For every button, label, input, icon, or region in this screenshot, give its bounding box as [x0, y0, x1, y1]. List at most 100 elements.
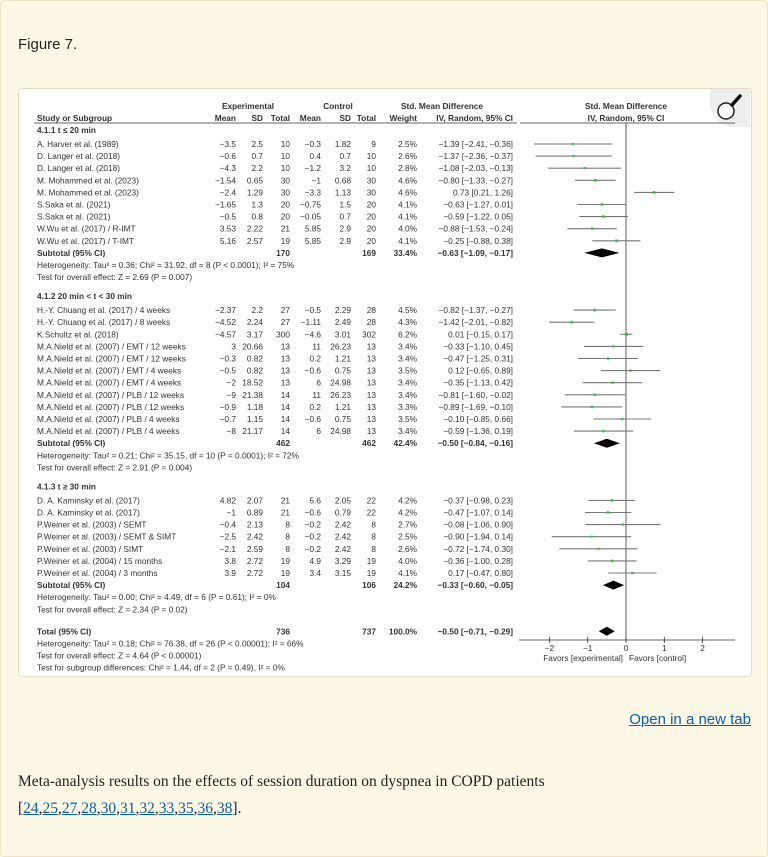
- total-ci: −0.50 [−0.71, −0.29]: [438, 626, 514, 636]
- effect-square: [652, 191, 656, 194]
- cell-em: −2.5: [220, 532, 237, 542]
- reference-link[interactable]: 24: [23, 800, 39, 817]
- cell-cm: 0.2: [309, 402, 321, 412]
- study-name: M.A.Nield et al. (2007) / EMT / 4 weeks: [37, 366, 181, 376]
- reference-link[interactable]: 30: [100, 800, 117, 817]
- cell-ct: 302: [362, 329, 376, 339]
- cell-weight: 4.0%: [398, 224, 418, 234]
- cell-esd: 3.17: [247, 329, 264, 339]
- cell-ct: 13: [367, 402, 377, 412]
- cell-ci: −0.82 [−1.37, −0.27]: [438, 305, 513, 315]
- cell-esd: 1.29: [247, 187, 264, 197]
- cell-weight: 2.5%: [398, 532, 418, 542]
- cell-et: 8: [285, 532, 290, 542]
- reference-link[interactable]: 38: [216, 800, 233, 817]
- effect-square: [621, 523, 625, 526]
- cell-em: 4.82: [220, 495, 237, 505]
- cell-csd: 3.2: [339, 163, 351, 173]
- header-mean: Mean: [300, 113, 321, 123]
- reference-links: 24,25,27,28,30,31,32,33,35,36,38: [23, 800, 233, 817]
- cell-em: 3.9: [224, 568, 236, 578]
- cell-em: −0.5: [220, 212, 237, 222]
- cell-et: 14: [281, 426, 291, 436]
- cell-cm: 5.85: [305, 224, 322, 234]
- cell-ct: 13: [367, 414, 377, 424]
- study-name: P.Weiner et al. (2003) / SEMT & SIMT: [37, 532, 176, 542]
- cell-csd: 26.23: [330, 390, 351, 400]
- reference-link[interactable]: 35: [178, 800, 194, 817]
- enlarge-button[interactable]: [710, 89, 750, 127]
- cell-em: −0.4: [220, 520, 237, 530]
- effect-square: [606, 511, 610, 514]
- reference-link[interactable]: 25: [42, 800, 59, 817]
- cell-et: 13: [281, 378, 291, 388]
- cell-ci: 0.73 [0.21, 1.26]: [453, 187, 513, 197]
- cell-weight: 4.2%: [398, 508, 418, 518]
- cell-ci: −0.08 [−1.06, 0.90]: [443, 520, 513, 530]
- cell-csd: 3.01: [335, 329, 352, 339]
- cell-ci: −0.63 [−1.27, 0.01]: [443, 200, 513, 210]
- magnifier-icon: [717, 94, 742, 120]
- cell-weight: 4.2%: [398, 495, 418, 505]
- cell-cm: 0.2: [309, 354, 321, 364]
- cell-em: −2.4: [220, 187, 237, 197]
- reference-link[interactable]: 33: [158, 800, 175, 817]
- subtotal-weight: 24.2%: [393, 580, 417, 590]
- effect-square: [594, 178, 597, 182]
- cell-et: 13: [281, 366, 291, 376]
- cell-ct: 10: [367, 151, 377, 161]
- cell-csd: 1.5: [339, 200, 351, 210]
- cell-cm: −3.3: [305, 187, 322, 197]
- cell-weight: 3.4%: [398, 341, 418, 351]
- cell-em: −0.6: [220, 151, 237, 161]
- effect-square: [602, 429, 605, 433]
- cell-em: −4.3: [220, 163, 237, 173]
- subtotal-ctrl-total: 462: [362, 438, 376, 448]
- cell-ci: −0.36 [−1.00, 0.28]: [443, 556, 513, 566]
- reference-link[interactable]: 36: [197, 800, 214, 817]
- cell-et: 10: [281, 163, 291, 173]
- cell-ci: −0.89 [−1.69, −0.10]: [438, 402, 513, 412]
- cell-ct: 19: [367, 568, 377, 578]
- open-in-new-tab-link[interactable]: Open in a new tab: [629, 711, 751, 728]
- study-name: W.Wu et al. (2017) / R-IMT: [37, 224, 136, 234]
- study-name: D. A. Kaminsky et al. (2017): [37, 495, 140, 505]
- cell-ci: −0.47 [−1.25, 0.31]: [443, 354, 513, 364]
- cell-esd: 1.15: [247, 414, 264, 424]
- cell-ci: −0.80 [−1.33, −0.27]: [438, 175, 513, 185]
- header-total: Total: [357, 113, 376, 123]
- reference-link[interactable]: 27: [61, 800, 78, 817]
- reference-link[interactable]: 28: [81, 800, 97, 817]
- cell-weight: 3.4%: [398, 378, 418, 388]
- cell-weight: 3.3%: [398, 402, 418, 412]
- cell-et: 19: [281, 568, 291, 578]
- cell-ct: 13: [367, 354, 377, 364]
- cell-esd: 21.17: [242, 426, 263, 436]
- cell-em: 3: [231, 341, 236, 351]
- cell-weight: 3.5%: [398, 366, 418, 376]
- reference-link[interactable]: 31: [120, 800, 136, 817]
- cell-et: 21: [281, 495, 291, 505]
- cell-esd: 2.13: [247, 520, 264, 530]
- cell-em: −0.7: [220, 414, 237, 424]
- effect-square: [597, 547, 600, 550]
- cell-cm: −0.6: [305, 508, 322, 518]
- subtotal-label: Subtotal (95% CI): [37, 580, 105, 590]
- study-name: K.Schultz et al. (2018): [37, 329, 119, 339]
- study-name: M.A.Nield et al. (2007) / PLB / 4 weeks: [37, 426, 180, 436]
- total-overall-effect: Test for overall effect: Z = 4.64 (P < 0…: [37, 651, 202, 661]
- reference-link[interactable]: 32: [139, 800, 155, 817]
- cell-ct: 28: [367, 305, 377, 315]
- cell-ct: 22: [367, 508, 377, 518]
- cell-em: −4.57: [215, 329, 236, 339]
- subtotal-label: Subtotal (95% CI): [37, 248, 105, 258]
- effect-square: [590, 535, 593, 538]
- cell-em: 3.53: [220, 224, 237, 234]
- effect-square: [593, 393, 597, 396]
- subtotal-label: Subtotal (95% CI): [37, 438, 105, 448]
- cell-ci: −0.25 [−0.88, 0.38]: [443, 236, 513, 246]
- cell-ci: −0.59 [−1.36, 0.19]: [443, 426, 513, 436]
- cell-csd: 26.23: [330, 341, 351, 351]
- study-name: M.A.Nield et al. (2007) / EMT / 12 weeks: [37, 354, 186, 364]
- cell-esd: 2.07: [247, 495, 264, 505]
